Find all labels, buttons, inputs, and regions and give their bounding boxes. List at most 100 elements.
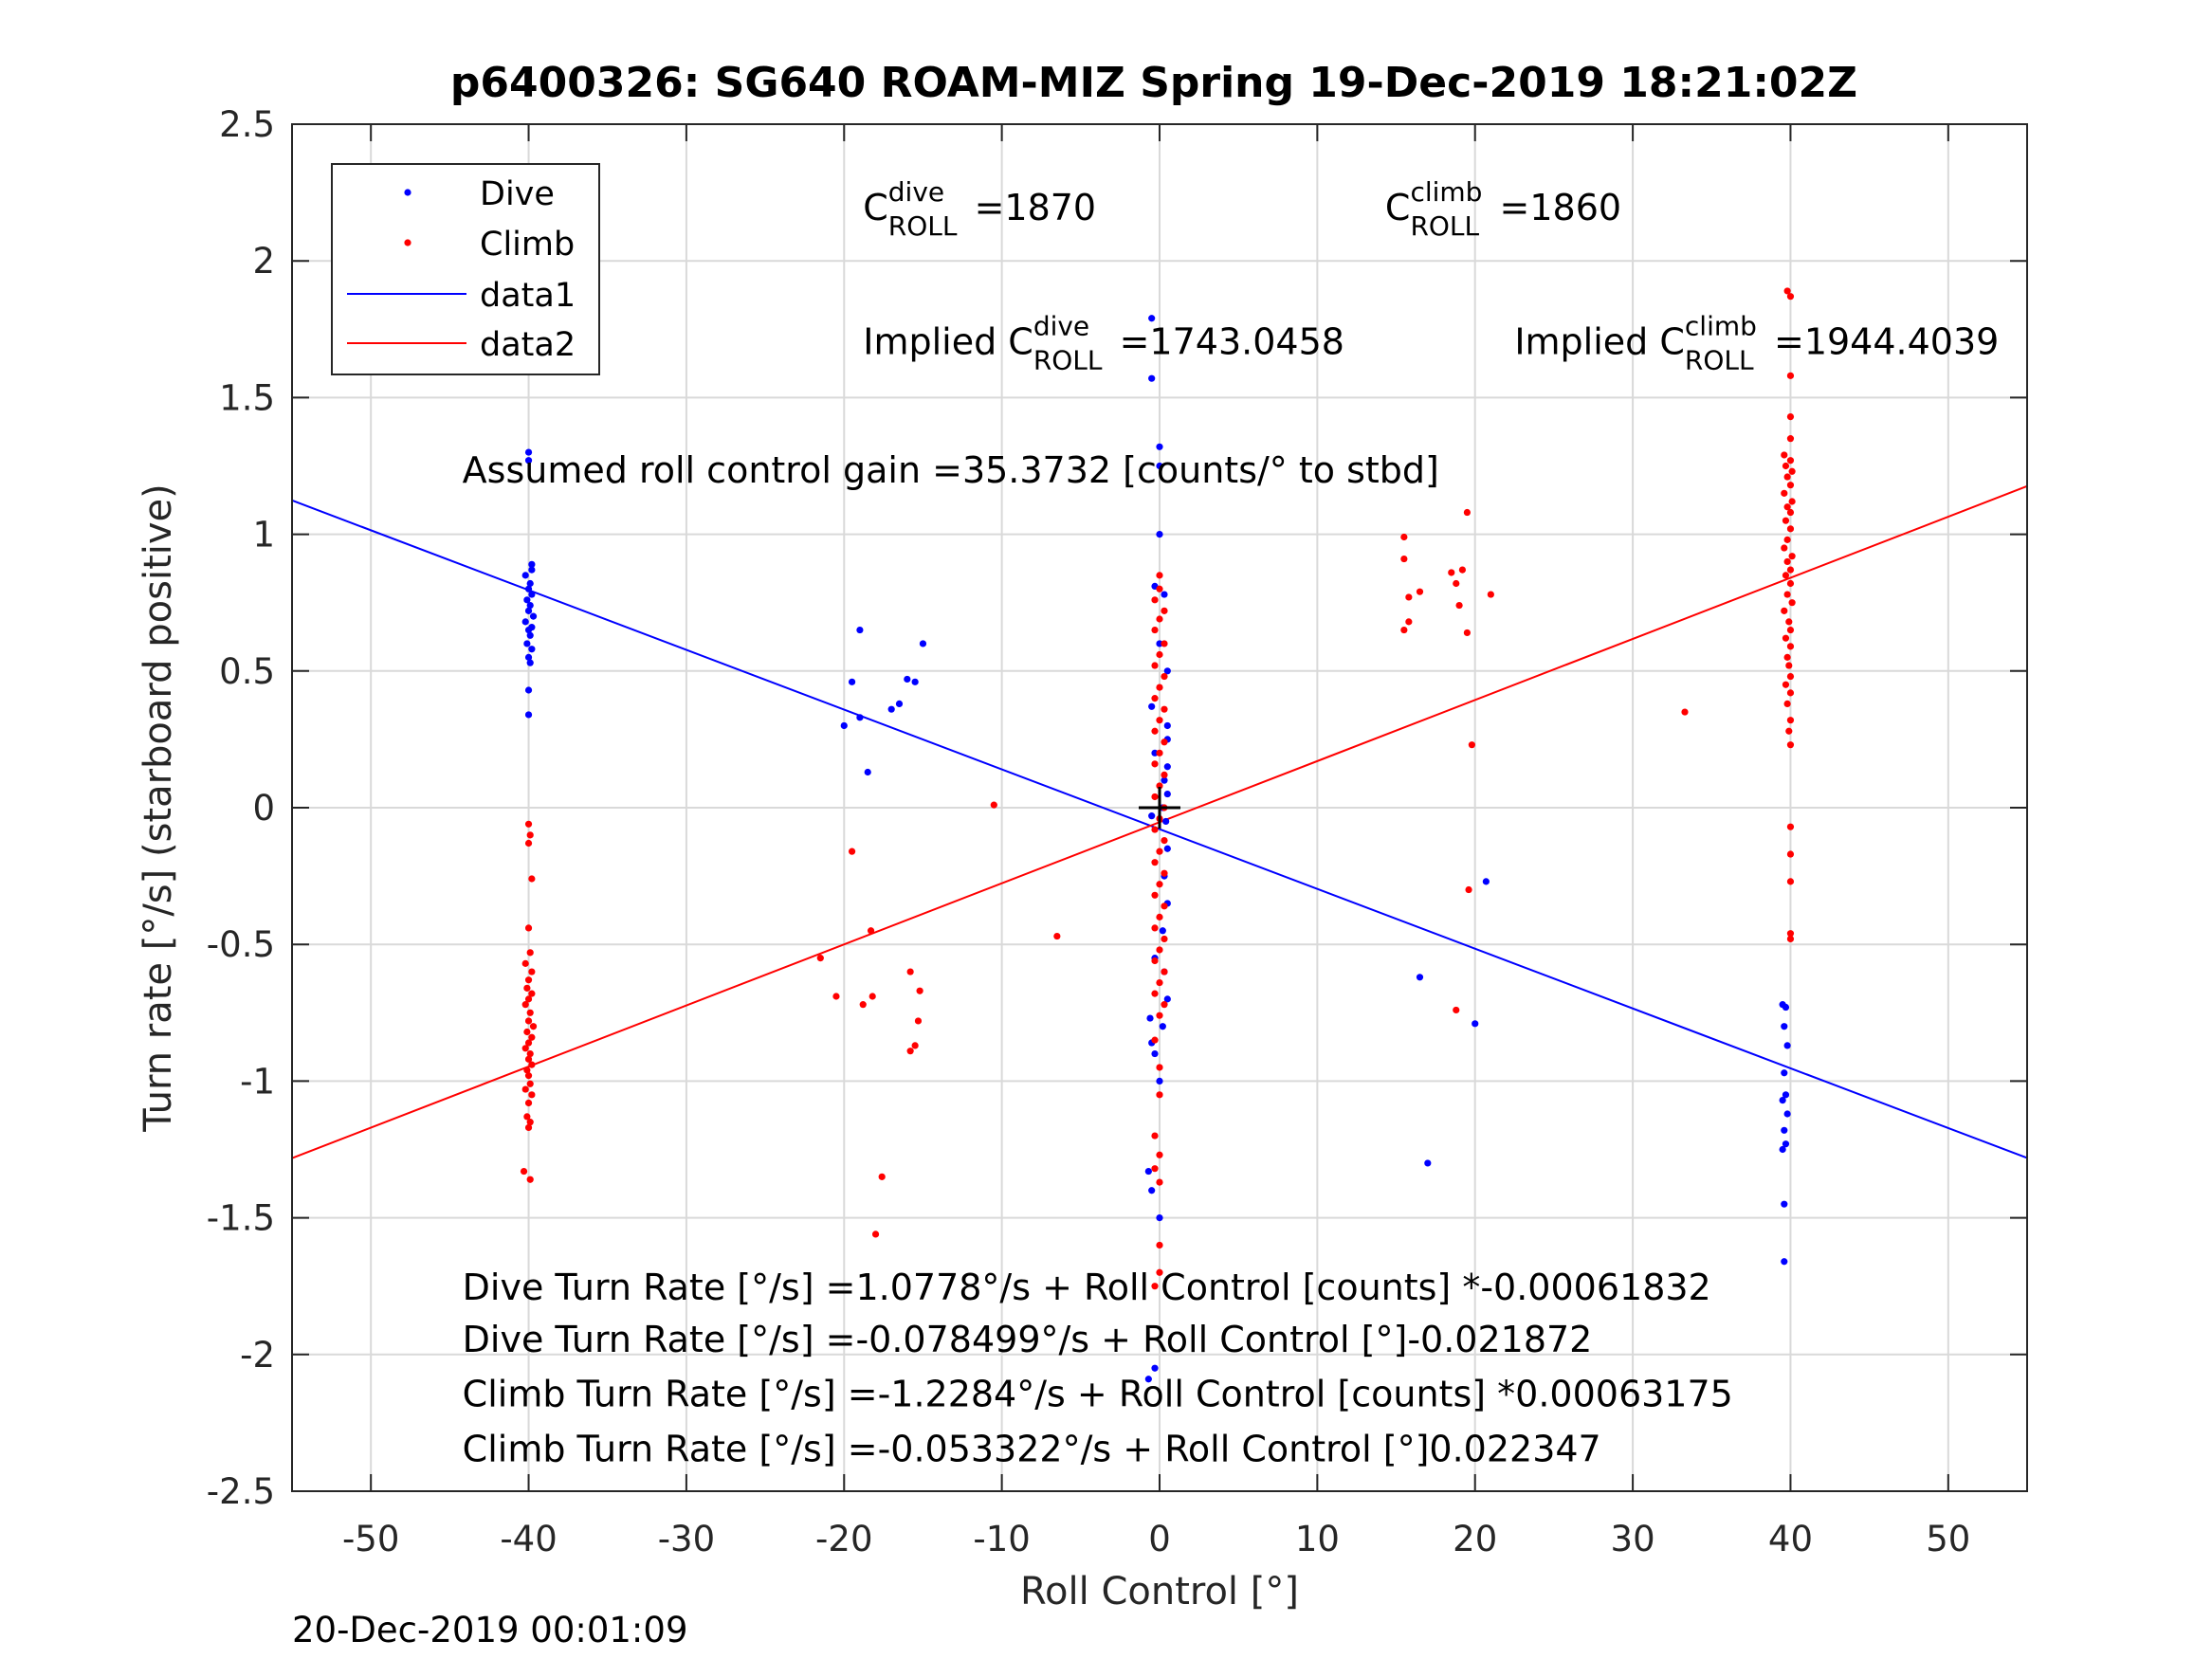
dive-point [529,612,538,620]
climb-point [1151,626,1159,634]
y-tick-label: 1 [252,515,275,556]
climb-point [1782,462,1790,470]
climb-point [1156,585,1163,592]
x-tick-label: 50 [1926,1519,1970,1559]
timestamp: 20-Dec-2019 00:01:09 [292,1610,687,1650]
dive-point [1482,878,1490,885]
y-tick-label: -1 [240,1061,275,1102]
climb-point [1786,435,1795,443]
x-tick-label: 40 [1768,1519,1813,1559]
dive-point [919,640,927,647]
climb-point [524,995,533,1003]
climb-point [1783,557,1791,566]
climb-point [1786,878,1795,885]
climb-point [1161,1001,1168,1009]
dive-point [1156,640,1163,647]
climb-point [1156,1241,1163,1249]
climb-point [859,1001,867,1009]
y-tick-label: 0.5 [219,651,275,692]
dive-point [528,646,536,653]
dive-point [1782,1091,1790,1099]
dive-point [864,768,871,776]
dive-point [526,579,534,588]
x-axis-label: Roll Control [°] [1020,1570,1299,1613]
x-tick-label: -40 [500,1519,557,1559]
dive-point [528,560,536,568]
climb-point [1151,1036,1159,1044]
y-tick-label: 1.5 [219,377,275,418]
climb-point [1782,517,1790,524]
climb-point [1151,760,1159,768]
dive-point [1144,1167,1152,1176]
climb-point [1161,672,1168,681]
dive-point [1159,927,1166,935]
climb-point [1782,634,1790,642]
dive-point [1163,995,1171,1003]
dive-point [1472,1020,1479,1028]
climb-point [526,949,534,957]
climb-point [526,831,534,839]
climb-point [1786,717,1795,724]
y-tick-label: -1.5 [207,1198,275,1239]
dive-point [1146,1014,1154,1022]
x-tick-label: -10 [973,1519,1030,1559]
climb-point [1786,930,1795,938]
climb-point [1788,599,1796,607]
dive-point [1783,1110,1791,1118]
dive-point [1161,776,1168,784]
climb-point [1786,689,1795,697]
climb-point [524,820,533,828]
annotation-c-climb: Cclimb ROLL =1860 [1385,176,1621,242]
climb-point [524,839,533,848]
climb-point [1781,451,1788,459]
dive-point [1779,1096,1786,1104]
dive-point [524,457,533,465]
climb-point [1156,978,1163,987]
dive-point [1156,531,1163,538]
climb-point [1448,569,1455,576]
climb-point [1465,885,1472,894]
dive-point [528,566,536,574]
x-tick-label: 30 [1611,1519,1655,1559]
climb-point [528,875,536,883]
climb-point [1161,640,1168,647]
dive-point [526,659,534,666]
climb-point [1786,850,1795,858]
line-data1 [291,499,2028,1159]
climb-point [816,955,824,962]
climb-point [867,927,875,935]
x-tick-label: -20 [815,1519,872,1559]
climb-point [1782,572,1790,579]
climb-point [868,993,876,1000]
dive-point [856,626,864,634]
climb-point [1786,741,1795,749]
dive-point [1148,374,1156,382]
legend-label-data2: data2 [480,326,576,364]
climb-point [1161,607,1168,614]
climb-point [528,1091,536,1099]
climb-point [1156,749,1163,757]
y-tick-label: 2.5 [219,104,275,145]
climb-point [1156,1091,1163,1099]
dive-point [1782,1140,1790,1148]
climb-point [523,1113,531,1121]
legend: Dive Climb data1 data2 [331,163,600,375]
climb-point [1786,823,1795,830]
climb-point [1151,1283,1159,1290]
series-climb [520,287,1796,1290]
climb-point [1151,990,1159,997]
climb-point [1786,412,1795,421]
dive-point [1163,845,1171,852]
climb-point [521,1085,529,1093]
dive-point [521,618,529,626]
dive-point [911,678,919,685]
climb-point [832,993,840,1000]
dive-point [1416,974,1424,981]
climb-point [1400,533,1408,541]
climb-point [1788,553,1796,560]
legend-marker-climb [404,239,411,246]
climb-point [990,801,997,809]
climb-point [1455,601,1463,610]
climb-point [1783,700,1791,708]
climb-point [524,1017,533,1025]
